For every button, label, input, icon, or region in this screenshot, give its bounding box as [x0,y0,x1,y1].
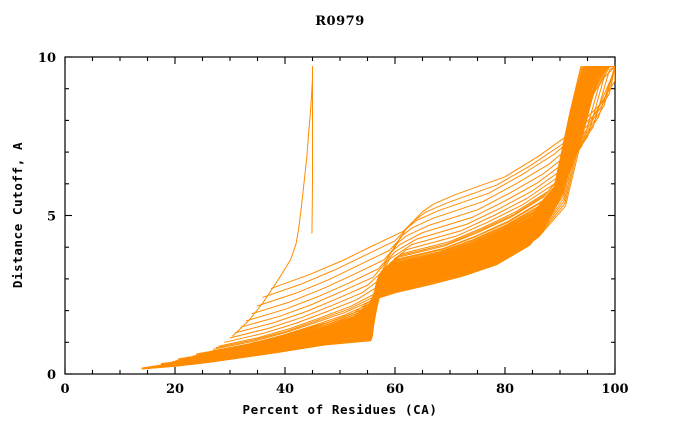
x-tick-label: 100 [601,382,628,397]
x-axis-title: Percent of Residues (CA) [242,402,437,417]
curve-line [165,66,598,365]
curve-line [224,66,615,343]
curve-line [215,66,615,349]
y-tick-label: 10 [38,51,56,66]
curve-ensemble [141,66,615,370]
curve-line [199,66,612,355]
x-tick-label: 0 [60,382,69,397]
y-tick-label: 0 [47,368,56,383]
x-tick-label: 40 [276,382,294,397]
y-tick-label: 5 [47,210,56,225]
x-tick-label: 80 [496,382,514,397]
curve-line [177,66,605,363]
x-tick-label: 60 [386,382,404,397]
curve-line [170,66,602,365]
curve-line [232,66,313,337]
y-axis-title: Distance Cutoff, A [10,142,25,288]
axis-ticks [64,56,616,375]
curve-line [155,66,597,367]
curve-line [162,66,599,366]
curve-line [189,66,608,359]
tick-labels: 0 20 40 60 80 100 0 5 10 [38,51,629,397]
page-title: R0979 [315,14,365,29]
curve-line [162,66,597,366]
x-tick-label: 20 [166,382,184,397]
curve-line [235,66,615,334]
curve-line [160,66,597,366]
